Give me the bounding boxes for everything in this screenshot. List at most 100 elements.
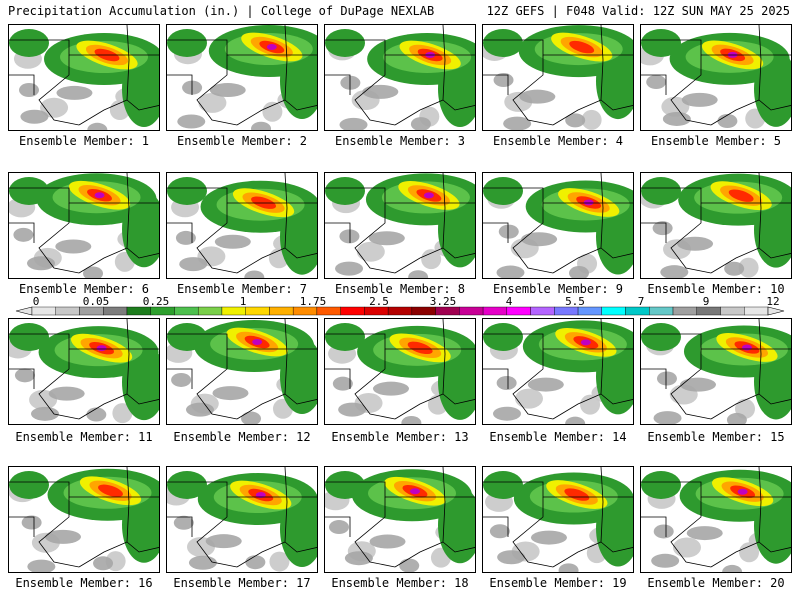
ensemble-member-map bbox=[640, 318, 792, 425]
chart-title: Precipitation Accumulation (in.) | Colle… bbox=[8, 4, 435, 18]
precip-map bbox=[483, 25, 633, 130]
colorbar-swatch bbox=[269, 306, 294, 316]
precip-map bbox=[325, 25, 475, 130]
colorbar-swatch bbox=[364, 306, 389, 316]
colorbar-swatch bbox=[601, 306, 626, 316]
colorbar-tick-label: 5.5 bbox=[565, 297, 585, 308]
precip-map bbox=[641, 467, 791, 572]
colorbar-swatch bbox=[103, 306, 128, 316]
colorbar-swatch bbox=[150, 306, 175, 316]
ensemble-member-map bbox=[166, 318, 318, 425]
ensemble-member-label: Ensemble Member: 14 bbox=[489, 430, 627, 444]
ensemble-member-label: Ensemble Member: 2 bbox=[176, 134, 308, 148]
colorbar-swatch bbox=[197, 306, 223, 316]
colorbar-tick-label: 12 bbox=[766, 297, 779, 308]
color-scale-legend: 0 0.05 0.25 1 1.75 2.5 3.25 4 5.5 7 9 12 bbox=[15, 297, 785, 316]
colorbar-tick-label: 3.25 bbox=[430, 297, 457, 308]
ensemble-member-map bbox=[324, 24, 476, 131]
ensemble-member-label: Ensemble Member: 1 bbox=[18, 134, 150, 148]
colorbar-swatch bbox=[530, 306, 555, 316]
ensemble-member-map bbox=[482, 466, 634, 573]
precip-map bbox=[325, 319, 475, 424]
ensemble-member-label: Ensemble Member: 11 bbox=[15, 430, 153, 444]
ensemble-member-label: Ensemble Member: 10 bbox=[647, 282, 785, 296]
colorbar-swatch bbox=[55, 306, 80, 316]
colorbar-swatch bbox=[672, 306, 697, 316]
colorbar-swatch bbox=[482, 306, 508, 316]
ensemble-member-map bbox=[324, 172, 476, 279]
colorbar-swatch bbox=[316, 306, 341, 316]
ensemble-member-label: Ensemble Member: 19 bbox=[489, 576, 627, 590]
ensemble-member-label: Ensemble Member: 7 bbox=[176, 282, 308, 296]
precip-map bbox=[9, 467, 159, 572]
ensemble-member-label: Ensemble Member: 17 bbox=[173, 576, 311, 590]
ensemble-member-label: Ensemble Member: 9 bbox=[492, 282, 624, 296]
ensemble-member-map bbox=[166, 172, 318, 279]
ensemble-member-label: Ensemble Member: 15 bbox=[647, 430, 785, 444]
ensemble-member-map bbox=[482, 318, 634, 425]
run-valid-time: 12Z GEFS | F048 Valid: 12Z SUN MAY 25 20… bbox=[486, 4, 790, 18]
ensemble-member-map bbox=[640, 24, 792, 131]
ensemble-member-map bbox=[482, 172, 634, 279]
ensemble-member-map bbox=[166, 466, 318, 573]
precip-map bbox=[483, 319, 633, 424]
colorbar-tick-label: 0.05 bbox=[83, 297, 110, 308]
ensemble-member-map bbox=[166, 24, 318, 131]
precip-map bbox=[483, 467, 633, 572]
colorbar-swatch bbox=[174, 306, 199, 316]
ensemble-member-label: Ensemble Member: 5 bbox=[650, 134, 782, 148]
ensemble-member-label: Ensemble Member: 20 bbox=[647, 576, 785, 590]
precip-map bbox=[167, 319, 317, 424]
colorbar-swatch bbox=[554, 306, 579, 316]
ensemble-member-map bbox=[324, 466, 476, 573]
ensemble-member-map bbox=[482, 24, 634, 131]
colorbar-swatch bbox=[625, 306, 650, 316]
ensemble-member-label: Ensemble Member: 18 bbox=[331, 576, 469, 590]
precip-map bbox=[483, 173, 633, 278]
ensemble-member-label: Ensemble Member: 12 bbox=[173, 430, 311, 444]
colorbar-tick-label: 0 bbox=[33, 297, 40, 308]
ensemble-member-label: Ensemble Member: 13 bbox=[331, 430, 469, 444]
ensemble-member-map bbox=[8, 172, 160, 279]
colorbar-swatch bbox=[387, 306, 413, 316]
colorbar-swatch bbox=[340, 306, 365, 316]
precip-map bbox=[641, 319, 791, 424]
colorbar-tick-label: 1 bbox=[240, 297, 247, 308]
precip-map bbox=[325, 173, 475, 278]
ensemble-member-label: Ensemble Member: 6 bbox=[18, 282, 150, 296]
ensemble-member-label: Ensemble Member: 16 bbox=[15, 576, 153, 590]
colorbar-swatch bbox=[649, 306, 674, 316]
precip-map bbox=[641, 25, 791, 129]
colorbar-swatch bbox=[245, 306, 270, 316]
ensemble-member-map bbox=[8, 466, 160, 573]
colorbar-tick-label: 1.75 bbox=[300, 297, 327, 308]
colorbar-swatch bbox=[126, 306, 151, 316]
colorbar-tick-label: 9 bbox=[703, 297, 710, 308]
ensemble-member-label: Ensemble Member: 4 bbox=[492, 134, 624, 148]
precip-map bbox=[9, 25, 159, 130]
colorbar-tick-label: 0.25 bbox=[143, 297, 170, 308]
colorbar-swatch bbox=[79, 306, 104, 316]
colorbar-swatch bbox=[577, 306, 603, 316]
colorbar-tick-label: 2.5 bbox=[369, 297, 389, 308]
colorbar-swatch bbox=[506, 306, 531, 316]
precip-map bbox=[9, 173, 159, 278]
ensemble-member-map bbox=[640, 466, 792, 573]
colorbar-tick-label: 7 bbox=[638, 297, 645, 308]
colorbar-swatch bbox=[31, 306, 56, 316]
ensemble-member-label: Ensemble Member: 3 bbox=[334, 134, 466, 148]
ensemble-member-map bbox=[640, 172, 792, 279]
precip-map bbox=[167, 173, 317, 278]
precip-map bbox=[9, 319, 159, 424]
colorbar-swatch bbox=[411, 306, 436, 316]
ensemble-member-map bbox=[324, 318, 476, 425]
colorbar-swatch bbox=[696, 306, 721, 316]
colorbar-swatch bbox=[720, 306, 745, 316]
colorbar-swatch bbox=[292, 306, 318, 316]
ensemble-member-map bbox=[8, 24, 160, 131]
colorbar-tick-label: 4 bbox=[506, 297, 513, 308]
precip-map bbox=[167, 467, 317, 572]
precip-map bbox=[641, 173, 791, 278]
colorbar-swatch bbox=[435, 306, 460, 316]
colorbar-swatch bbox=[221, 306, 246, 316]
